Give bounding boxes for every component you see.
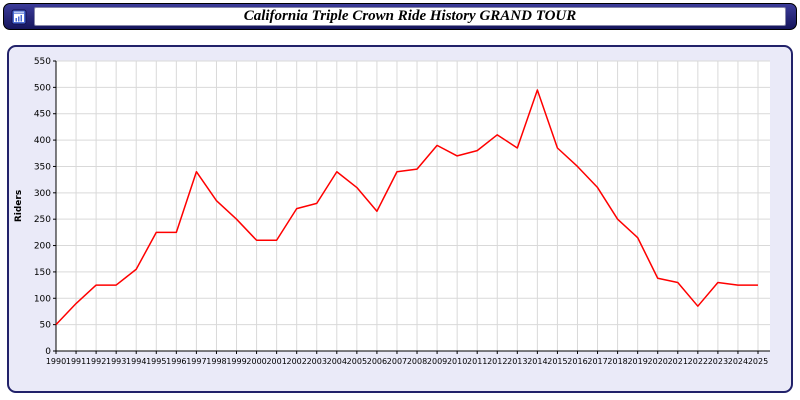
svg-text:400: 400: [34, 136, 51, 146]
chart-line-riders: [55, 89, 758, 326]
svg-text:2002: 2002: [287, 357, 307, 366]
svg-text:500: 500: [34, 83, 51, 93]
svg-text:1992: 1992: [86, 357, 106, 366]
svg-text:2022: 2022: [688, 357, 708, 366]
y-axis-labels: 0 50 100 150 200 250 300 350 400 450 500 550: [34, 57, 56, 357]
svg-text:2012: 2012: [487, 357, 507, 366]
svg-text:2017: 2017: [587, 357, 607, 366]
svg-text:1997: 1997: [186, 357, 206, 366]
svg-text:200: 200: [34, 242, 51, 252]
svg-text:2016: 2016: [567, 357, 587, 366]
svg-text:150: 150: [34, 268, 51, 278]
svg-text:1998: 1998: [206, 357, 226, 366]
svg-text:Riders: Riders: [14, 190, 24, 222]
svg-text:2023: 2023: [708, 357, 728, 366]
svg-text:1996: 1996: [166, 357, 186, 366]
svg-text:2025: 2025: [748, 357, 768, 366]
svg-text:0: 0: [45, 347, 51, 357]
svg-text:1990: 1990: [46, 357, 66, 366]
x-axis-labels: 1990 1991 1992 1993 1994 1995 1996 1997 1998 1999…: [46, 351, 768, 366]
svg-text:2011: 2011: [467, 357, 487, 366]
svg-text:250: 250: [34, 215, 51, 225]
svg-text:2003: 2003: [307, 357, 327, 366]
svg-text:2014: 2014: [527, 357, 547, 366]
y-axis-title: Riders: [14, 190, 24, 222]
page-title: California Triple Crown Ride History GRA…: [243, 8, 577, 24]
svg-text:1994: 1994: [126, 357, 146, 366]
window-icon[interactable]: [11, 9, 27, 25]
chart-panel: 0 50 100 150 200 250 300 350 400 450 500 550 1990 199…: [7, 45, 793, 393]
plot-background: [56, 61, 770, 351]
svg-text:2018: 2018: [607, 357, 627, 366]
svg-text:2008: 2008: [407, 357, 427, 366]
svg-text:100: 100: [34, 294, 51, 304]
series-lines: [55, 89, 758, 326]
svg-text:2001: 2001: [266, 357, 286, 366]
title-bar: California Triple Crown Ride History GRA…: [3, 3, 797, 30]
svg-text:450: 450: [34, 110, 51, 120]
svg-text:2005: 2005: [347, 357, 367, 366]
svg-text:1993: 1993: [106, 357, 126, 366]
svg-text:1995: 1995: [146, 357, 166, 366]
svg-text:1991: 1991: [66, 357, 86, 366]
svg-text:2007: 2007: [387, 357, 407, 366]
svg-text:2020: 2020: [648, 357, 668, 366]
svg-text:2019: 2019: [627, 357, 647, 366]
svg-text:550: 550: [34, 57, 51, 67]
svg-text:2013: 2013: [507, 357, 527, 366]
svg-text:2009: 2009: [427, 357, 447, 366]
svg-text:2021: 2021: [668, 357, 688, 366]
axes: [55, 61, 770, 352]
svg-text:300: 300: [34, 189, 51, 199]
svg-text:2024: 2024: [728, 357, 748, 366]
svg-text:2010: 2010: [447, 357, 467, 366]
svg-text:2004: 2004: [327, 357, 347, 366]
svg-text:350: 350: [34, 162, 51, 172]
svg-text:2000: 2000: [246, 357, 266, 366]
svg-text:1999: 1999: [226, 357, 246, 366]
svg-text:2006: 2006: [367, 357, 387, 366]
svg-text:50: 50: [40, 321, 52, 331]
title-box: California Triple Crown Ride History GRA…: [34, 7, 786, 26]
svg-text:2015: 2015: [547, 357, 567, 366]
